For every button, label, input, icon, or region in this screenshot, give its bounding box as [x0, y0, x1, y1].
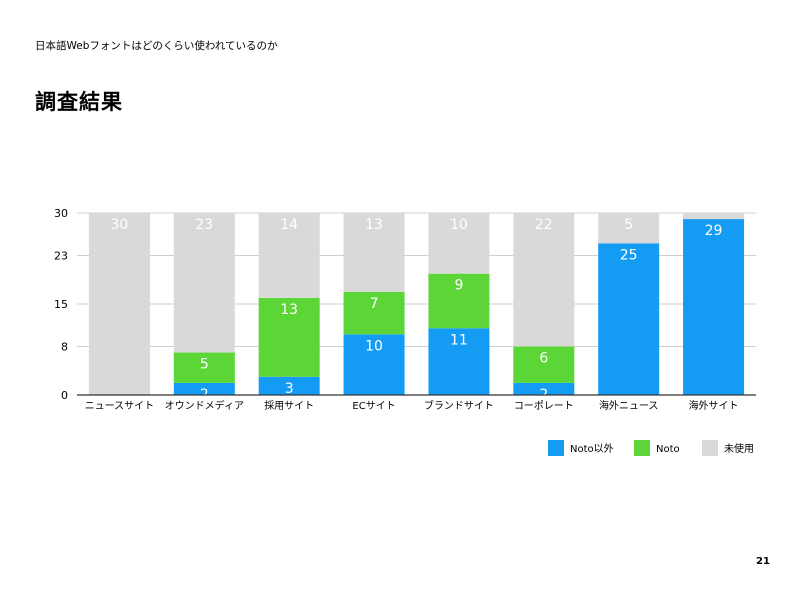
x-category-label: 海外ニュース	[599, 399, 659, 412]
bar-segment	[258, 376, 320, 395]
bar-value-label: 10	[365, 338, 383, 354]
bar-segment	[343, 334, 405, 395]
bar-segment	[598, 243, 660, 395]
bar-segment	[513, 213, 575, 347]
bar-segment	[258, 297, 320, 377]
x-category-label: オウンドメディア	[165, 399, 244, 412]
bar-value-label: 29	[705, 223, 723, 239]
legend-swatch	[634, 440, 650, 456]
y-tick-label: 15	[54, 298, 68, 311]
legend: Noto以外 Noto 未使用	[548, 440, 754, 456]
bar-segment	[598, 213, 660, 244]
y-tick-label: 30	[54, 207, 68, 220]
bar-segment	[513, 346, 575, 383]
bar-value-label: 7	[370, 296, 379, 312]
bar-segment	[513, 382, 575, 395]
bar-segment	[173, 213, 235, 353]
bar-segment	[343, 213, 405, 292]
y-tick-label: 0	[61, 389, 68, 402]
bar-segment	[343, 291, 405, 335]
bar-value-label: 5	[200, 357, 209, 373]
bar-value-label: 11	[450, 332, 468, 348]
y-tick-label: 23	[54, 249, 68, 262]
x-category-label: コーポレート	[514, 400, 574, 412]
bar-value-label: 13	[280, 302, 298, 318]
bar-segment	[683, 213, 745, 220]
bar-value-label: 9	[454, 278, 463, 294]
bar-segment	[258, 213, 320, 298]
x-category-label: ECサイト	[352, 400, 395, 412]
bar-value-label: 14	[280, 217, 298, 233]
bar-value-label: 23	[195, 217, 213, 233]
bar-segment	[428, 213, 490, 274]
bar-segment	[428, 328, 490, 395]
bar-segment	[683, 219, 745, 395]
axes: 0 8 15 23 30 ニュースサイト オウンドメディア 採用サイト ECサイト ブランドサイト…	[54, 207, 756, 412]
bar-value-label: 10	[450, 217, 468, 233]
legend-swatch	[548, 440, 564, 456]
bar-segment	[428, 273, 490, 329]
y-tick-label: 8	[61, 340, 68, 353]
legend-label: Noto	[656, 444, 680, 455]
bar-value-label: 25	[620, 247, 638, 263]
x-category-label: ニュースサイト	[85, 400, 155, 412]
legend-swatch	[702, 440, 718, 456]
bar-value-label: 13	[365, 217, 383, 233]
legend-label: Noto以外	[570, 443, 614, 455]
slide-subtitle: 日本語Webフォントはどのくらい使われているのか	[35, 40, 278, 52]
slide-title: 調査結果	[35, 90, 123, 114]
bar-value-label: 3	[285, 381, 294, 397]
bar-value-label: 5	[624, 217, 633, 233]
legend-label: 未使用	[724, 442, 754, 455]
bar-value-label: 30	[111, 217, 129, 233]
bar-value-label: 6	[539, 350, 548, 366]
bar-segment	[88, 213, 150, 395]
bar-segment	[173, 382, 235, 395]
x-category-label: ブランドサイト	[424, 399, 494, 412]
x-category-label: 海外サイト	[689, 399, 739, 412]
x-category-label: 採用サイト	[264, 399, 314, 412]
bar-segment	[173, 352, 235, 383]
page-number: 21	[756, 556, 770, 567]
bar-value-label: 22	[535, 217, 553, 233]
